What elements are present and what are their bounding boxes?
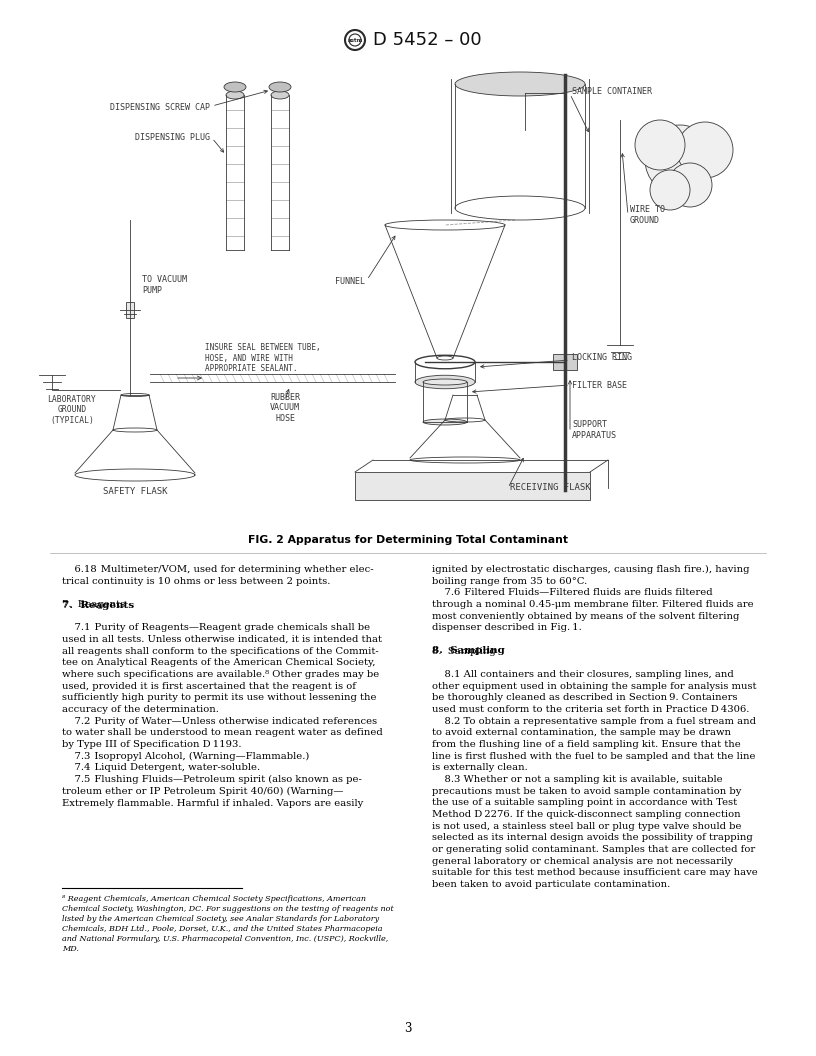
Circle shape: [650, 170, 690, 210]
Circle shape: [677, 122, 733, 178]
Text: ignited by electrostatic discharges, causing flash fire.), having
boiling range : ignited by electrostatic discharges, cau…: [432, 565, 758, 889]
FancyBboxPatch shape: [553, 354, 577, 370]
Ellipse shape: [269, 82, 291, 92]
Text: RUBBER
VACUUM
HOSE: RUBBER VACUUM HOSE: [270, 393, 300, 422]
Text: INSURE SEAL BETWEEN TUBE,
HOSE, AND WIRE WITH
APPROPRIATE SEALANT.: INSURE SEAL BETWEEN TUBE, HOSE, AND WIRE…: [205, 343, 321, 373]
Text: 7.  Reagents: 7. Reagents: [62, 601, 134, 609]
Ellipse shape: [224, 82, 246, 92]
Text: ⁸ Reagent Chemicals, American Chemical Society Specifications, American
Chemical: ⁸ Reagent Chemicals, American Chemical S…: [62, 895, 394, 954]
Ellipse shape: [455, 72, 585, 96]
Text: FIG. 2 Apparatus for Determining Total Contaminant: FIG. 2 Apparatus for Determining Total C…: [248, 535, 568, 545]
Text: SUPPORT
APPARATUS: SUPPORT APPARATUS: [572, 420, 617, 439]
Text: 6.18  Multimeter/VOM, used for determining whether elec-
trical continuity is 10: 6.18 Multimeter/VOM, used for determinin…: [62, 565, 383, 808]
Circle shape: [668, 163, 712, 207]
Text: FILTER BASE: FILTER BASE: [572, 380, 627, 390]
Text: 3: 3: [404, 1021, 412, 1035]
Text: SAFETY FLASK: SAFETY FLASK: [103, 488, 167, 496]
Ellipse shape: [415, 375, 475, 389]
Text: WIRE TO
GROUND: WIRE TO GROUND: [630, 205, 665, 225]
Ellipse shape: [423, 379, 467, 385]
Circle shape: [635, 120, 685, 170]
Text: RECEIVING FLASK: RECEIVING FLASK: [510, 484, 591, 492]
FancyBboxPatch shape: [126, 302, 134, 318]
FancyBboxPatch shape: [355, 472, 590, 499]
Text: D 5452 – 00: D 5452 – 00: [373, 31, 481, 49]
Text: SAMPLE CONTAINER: SAMPLE CONTAINER: [572, 88, 652, 96]
Circle shape: [645, 125, 715, 195]
Text: FUNNEL: FUNNEL: [335, 278, 365, 286]
Text: 8.  Sampling: 8. Sampling: [432, 646, 505, 655]
Ellipse shape: [271, 91, 289, 99]
Text: LABORATORY
GROUND
(TYPICAL): LABORATORY GROUND (TYPICAL): [47, 395, 96, 425]
Text: DISPENSING SCREW CAP: DISPENSING SCREW CAP: [110, 103, 210, 113]
Ellipse shape: [226, 91, 244, 99]
Ellipse shape: [423, 419, 467, 425]
Text: LOCKING RING: LOCKING RING: [572, 354, 632, 362]
Text: TO VACUUM
PUMP: TO VACUUM PUMP: [142, 276, 187, 295]
Text: astm: astm: [348, 38, 362, 42]
Text: DISPENSING PLUG: DISPENSING PLUG: [135, 133, 210, 143]
